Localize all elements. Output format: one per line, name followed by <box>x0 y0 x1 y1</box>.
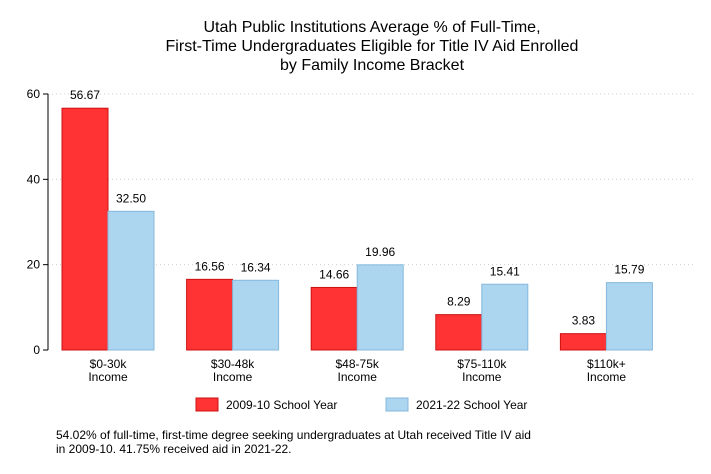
legend-swatch <box>196 398 218 411</box>
bar-data-label: 19.96 <box>365 245 395 259</box>
legend: 2009-10 School Year 2021-22 School Year <box>196 398 527 412</box>
x-tick-label: $0-30k <box>90 357 128 371</box>
x-tick-label: Income <box>338 370 378 384</box>
x-tick-label: $30-48k <box>211 357 255 371</box>
y-tick-label: 60 <box>27 87 41 101</box>
bar-series-1 <box>560 334 606 350</box>
y-tick-label: 20 <box>27 258 41 272</box>
x-tick-label: Income <box>587 370 627 384</box>
bar-series-2 <box>482 284 528 350</box>
x-tick-label: Income <box>213 370 253 384</box>
chart-title-line-3: by Family Income Bracket <box>280 57 465 74</box>
x-tick-label: $75-110k <box>457 357 507 371</box>
x-tick-label: $110k+ <box>587 357 626 371</box>
bar-series-2 <box>108 211 154 350</box>
bar-series-1 <box>311 287 357 350</box>
bar-series-2 <box>606 283 652 350</box>
bars <box>62 108 652 350</box>
bar-series-1 <box>436 315 482 350</box>
footnote: 54.02% of full-time, first-time degree s… <box>56 428 656 456</box>
chart-title-line-1: Utah Public Institutions Average % of Fu… <box>203 19 540 36</box>
bar-series-2 <box>233 280 279 350</box>
legend-label: 2009-10 School Year <box>226 398 337 412</box>
legend-swatch <box>386 398 408 411</box>
y-tick-label: 0 <box>33 343 40 357</box>
bar-data-label: 32.50 <box>116 191 146 205</box>
category-labels: $0-30kIncome$30-48kIncome$48-75kIncome$7… <box>88 357 626 384</box>
chart-title: Utah Public Institutions Average % of Fu… <box>166 19 579 74</box>
y-tick-label: 40 <box>27 172 41 186</box>
bar-data-label: 56.67 <box>70 88 100 102</box>
footnote-line-1: 54.02% of full-time, first-time degree s… <box>56 428 656 442</box>
bar-data-label: 3.83 <box>572 314 596 328</box>
legend-label: 2021-22 School Year <box>416 398 527 412</box>
bar-series-1 <box>62 108 108 350</box>
bar-data-label: 14.66 <box>319 267 349 281</box>
bar-data-label: 16.56 <box>195 259 225 273</box>
bar-data-label: 15.79 <box>614 263 644 277</box>
bar-series-2 <box>357 265 403 350</box>
chart-title-line-2: First-Time Undergraduates Eligible for T… <box>166 38 579 55</box>
footnote-line-2: in 2009-10. 41.75% received aid in 2021-… <box>56 442 656 456</box>
x-tick-label: Income <box>462 370 502 384</box>
bar-data-label: 16.34 <box>241 260 271 274</box>
x-tick-label: $48-75k <box>336 357 380 371</box>
y-axis: 0 20 40 60 <box>27 87 48 357</box>
x-tick-label: Income <box>88 370 128 384</box>
bar-data-label: 15.41 <box>490 264 520 278</box>
bar-series-1 <box>187 279 233 350</box>
bar-data-label: 8.29 <box>447 295 471 309</box>
